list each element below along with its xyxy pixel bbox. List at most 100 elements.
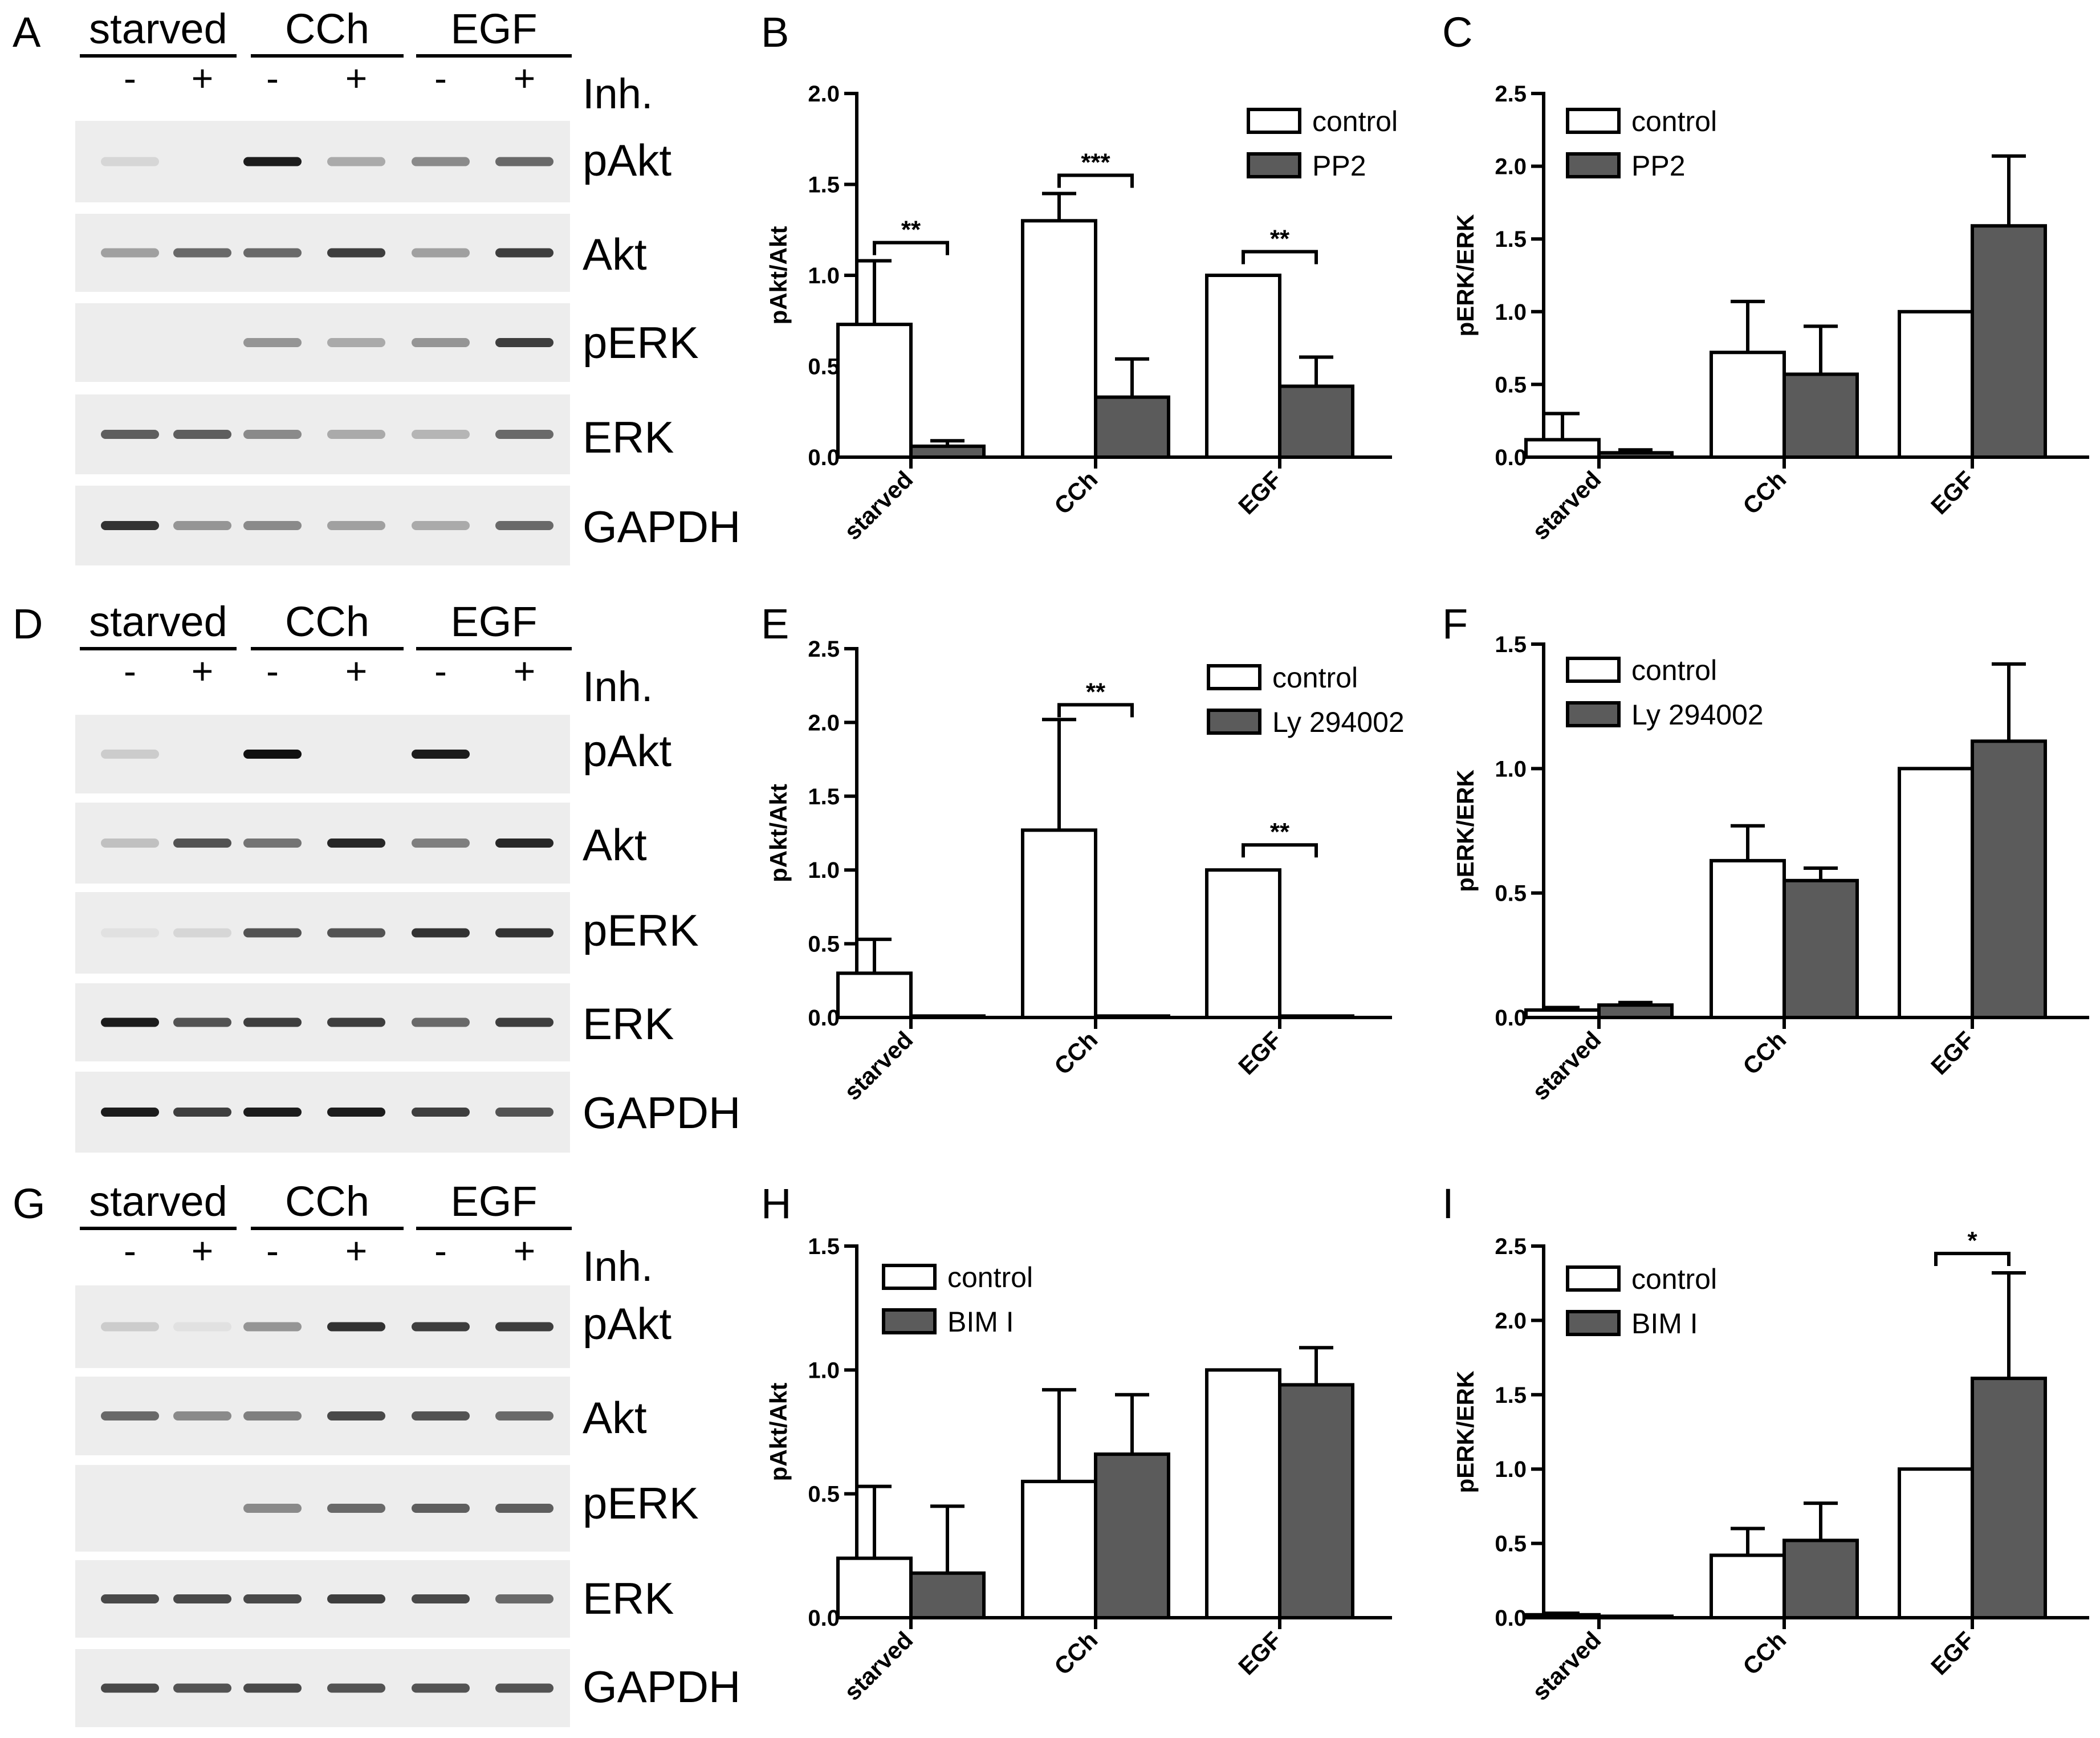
inhibitor-sign: + bbox=[514, 1230, 536, 1272]
y-tick-label: 0.5 bbox=[1495, 881, 1527, 906]
y-tick-label: 0.5 bbox=[808, 932, 840, 957]
protein-label: GAPDH bbox=[583, 1662, 740, 1712]
panel-letter: H bbox=[761, 1180, 791, 1227]
inhibitor-sign: + bbox=[514, 57, 536, 99]
protein-band bbox=[327, 1683, 385, 1693]
treatment-group-label: starved bbox=[89, 598, 227, 645]
inhibitor-label: Inh. bbox=[583, 70, 653, 117]
protein-band bbox=[173, 248, 231, 258]
y-tick-label: 1.5 bbox=[1495, 1383, 1527, 1408]
protein-band bbox=[495, 1322, 554, 1332]
bar-inhibitor bbox=[1094, 395, 1170, 459]
legend-swatch bbox=[1566, 701, 1621, 727]
significance-marker: ** bbox=[901, 216, 921, 244]
bar-control bbox=[836, 323, 913, 459]
treatment-group-label: EGF bbox=[450, 598, 537, 645]
bar-control bbox=[1710, 858, 1786, 1020]
protein-band bbox=[243, 1017, 302, 1027]
bar-control bbox=[1205, 1368, 1281, 1619]
protein-band bbox=[495, 839, 554, 848]
x-category-label: starved bbox=[839, 1626, 918, 1706]
bar-control bbox=[1524, 438, 1601, 459]
protein-band bbox=[412, 338, 470, 347]
bar-inhibitor bbox=[909, 444, 986, 459]
x-category-label: CCh bbox=[1049, 1026, 1102, 1080]
bar-inhibitor bbox=[909, 1571, 986, 1620]
legend-label: BIM I bbox=[947, 1306, 1014, 1338]
bar-control bbox=[1205, 868, 1281, 1019]
treatment-group-label: EGF bbox=[450, 1178, 537, 1225]
protein-band bbox=[412, 430, 470, 439]
legend-swatch bbox=[1207, 664, 1261, 690]
bar-control bbox=[836, 971, 913, 1019]
inhibitor-sign: - bbox=[124, 650, 136, 692]
bar-control bbox=[1021, 1479, 1097, 1620]
y-tick-label: 0.0 bbox=[1495, 1006, 1527, 1031]
protein-band bbox=[327, 1322, 385, 1332]
bar-inhibitor bbox=[1597, 1614, 1674, 1620]
legend-label: control bbox=[1631, 105, 1717, 137]
inhibitor-sign: + bbox=[192, 650, 214, 692]
x-category-label: CCh bbox=[1737, 466, 1791, 519]
bar-control bbox=[836, 1556, 913, 1619]
y-axis-title: pAkt/Akt bbox=[765, 226, 792, 325]
protein-band bbox=[173, 928, 231, 938]
significance-bracket bbox=[1242, 250, 1318, 264]
protein-band bbox=[101, 1017, 159, 1027]
legend-label: control bbox=[1272, 662, 1358, 694]
protein-label: pAkt bbox=[583, 1299, 671, 1349]
inhibitor-sign: + bbox=[345, 650, 368, 692]
x-category-label: EGF bbox=[1926, 466, 1979, 519]
x-category-label: EGF bbox=[1233, 466, 1287, 519]
y-axis-title: pAkt/Akt bbox=[765, 1383, 792, 1481]
inhibitor-sign: - bbox=[124, 57, 136, 99]
bar-inhibitor bbox=[909, 1014, 986, 1019]
protein-band bbox=[173, 1108, 231, 1117]
protein-band bbox=[173, 430, 231, 439]
treatment-group-label: CCh bbox=[285, 598, 369, 645]
x-category-label: starved bbox=[1527, 1026, 1606, 1105]
protein-band bbox=[173, 1322, 231, 1332]
legend-label: BIM I bbox=[1631, 1308, 1698, 1340]
legend-label: control bbox=[1312, 105, 1398, 137]
bar-control bbox=[1898, 767, 1974, 1020]
inhibitor-sign: + bbox=[192, 1230, 214, 1272]
blot-membrane bbox=[75, 1465, 570, 1552]
protein-band bbox=[173, 1017, 231, 1027]
protein-band bbox=[101, 430, 159, 439]
protein-band bbox=[243, 248, 302, 258]
x-category-label: EGF bbox=[1233, 1026, 1287, 1080]
panel-letter: A bbox=[13, 9, 41, 56]
inhibitor-sign: - bbox=[266, 57, 279, 99]
bar-control bbox=[1205, 274, 1281, 459]
protein-band bbox=[412, 248, 470, 258]
significance-marker: ** bbox=[1270, 818, 1290, 846]
significance-bracket bbox=[1242, 843, 1318, 858]
bar-inhibitor bbox=[1782, 878, 1859, 1020]
y-tick-label: 2.0 bbox=[808, 710, 840, 735]
protein-band bbox=[327, 521, 385, 530]
legend-swatch bbox=[1566, 1310, 1621, 1336]
protein-band bbox=[243, 157, 302, 166]
x-category-label: CCh bbox=[1737, 1626, 1791, 1680]
significance-marker: ** bbox=[1270, 225, 1290, 253]
inhibitor-label: Inh. bbox=[583, 1243, 653, 1290]
protein-band bbox=[243, 1411, 302, 1420]
y-tick-label: 2.0 bbox=[808, 82, 840, 107]
protein-band bbox=[495, 928, 554, 938]
y-tick-label: 0.5 bbox=[1495, 1532, 1527, 1557]
bar-chart-h: H 0.0 0.5 1.0 1.5 pAkt/Akt starved CCh EGF contro… bbox=[761, 1180, 1392, 1706]
protein-band bbox=[495, 430, 554, 439]
blot-membrane bbox=[75, 121, 570, 202]
protein-band bbox=[495, 248, 554, 258]
protein-band bbox=[173, 521, 231, 530]
protein-band bbox=[243, 1683, 302, 1693]
protein-band bbox=[412, 1108, 470, 1117]
inhibitor-sign: - bbox=[266, 650, 279, 692]
treatment-group-label: CCh bbox=[285, 5, 369, 52]
legend-swatch bbox=[1207, 709, 1261, 735]
protein-band bbox=[101, 928, 159, 938]
protein-band bbox=[412, 1683, 470, 1693]
bar-inhibitor bbox=[1782, 372, 1859, 459]
